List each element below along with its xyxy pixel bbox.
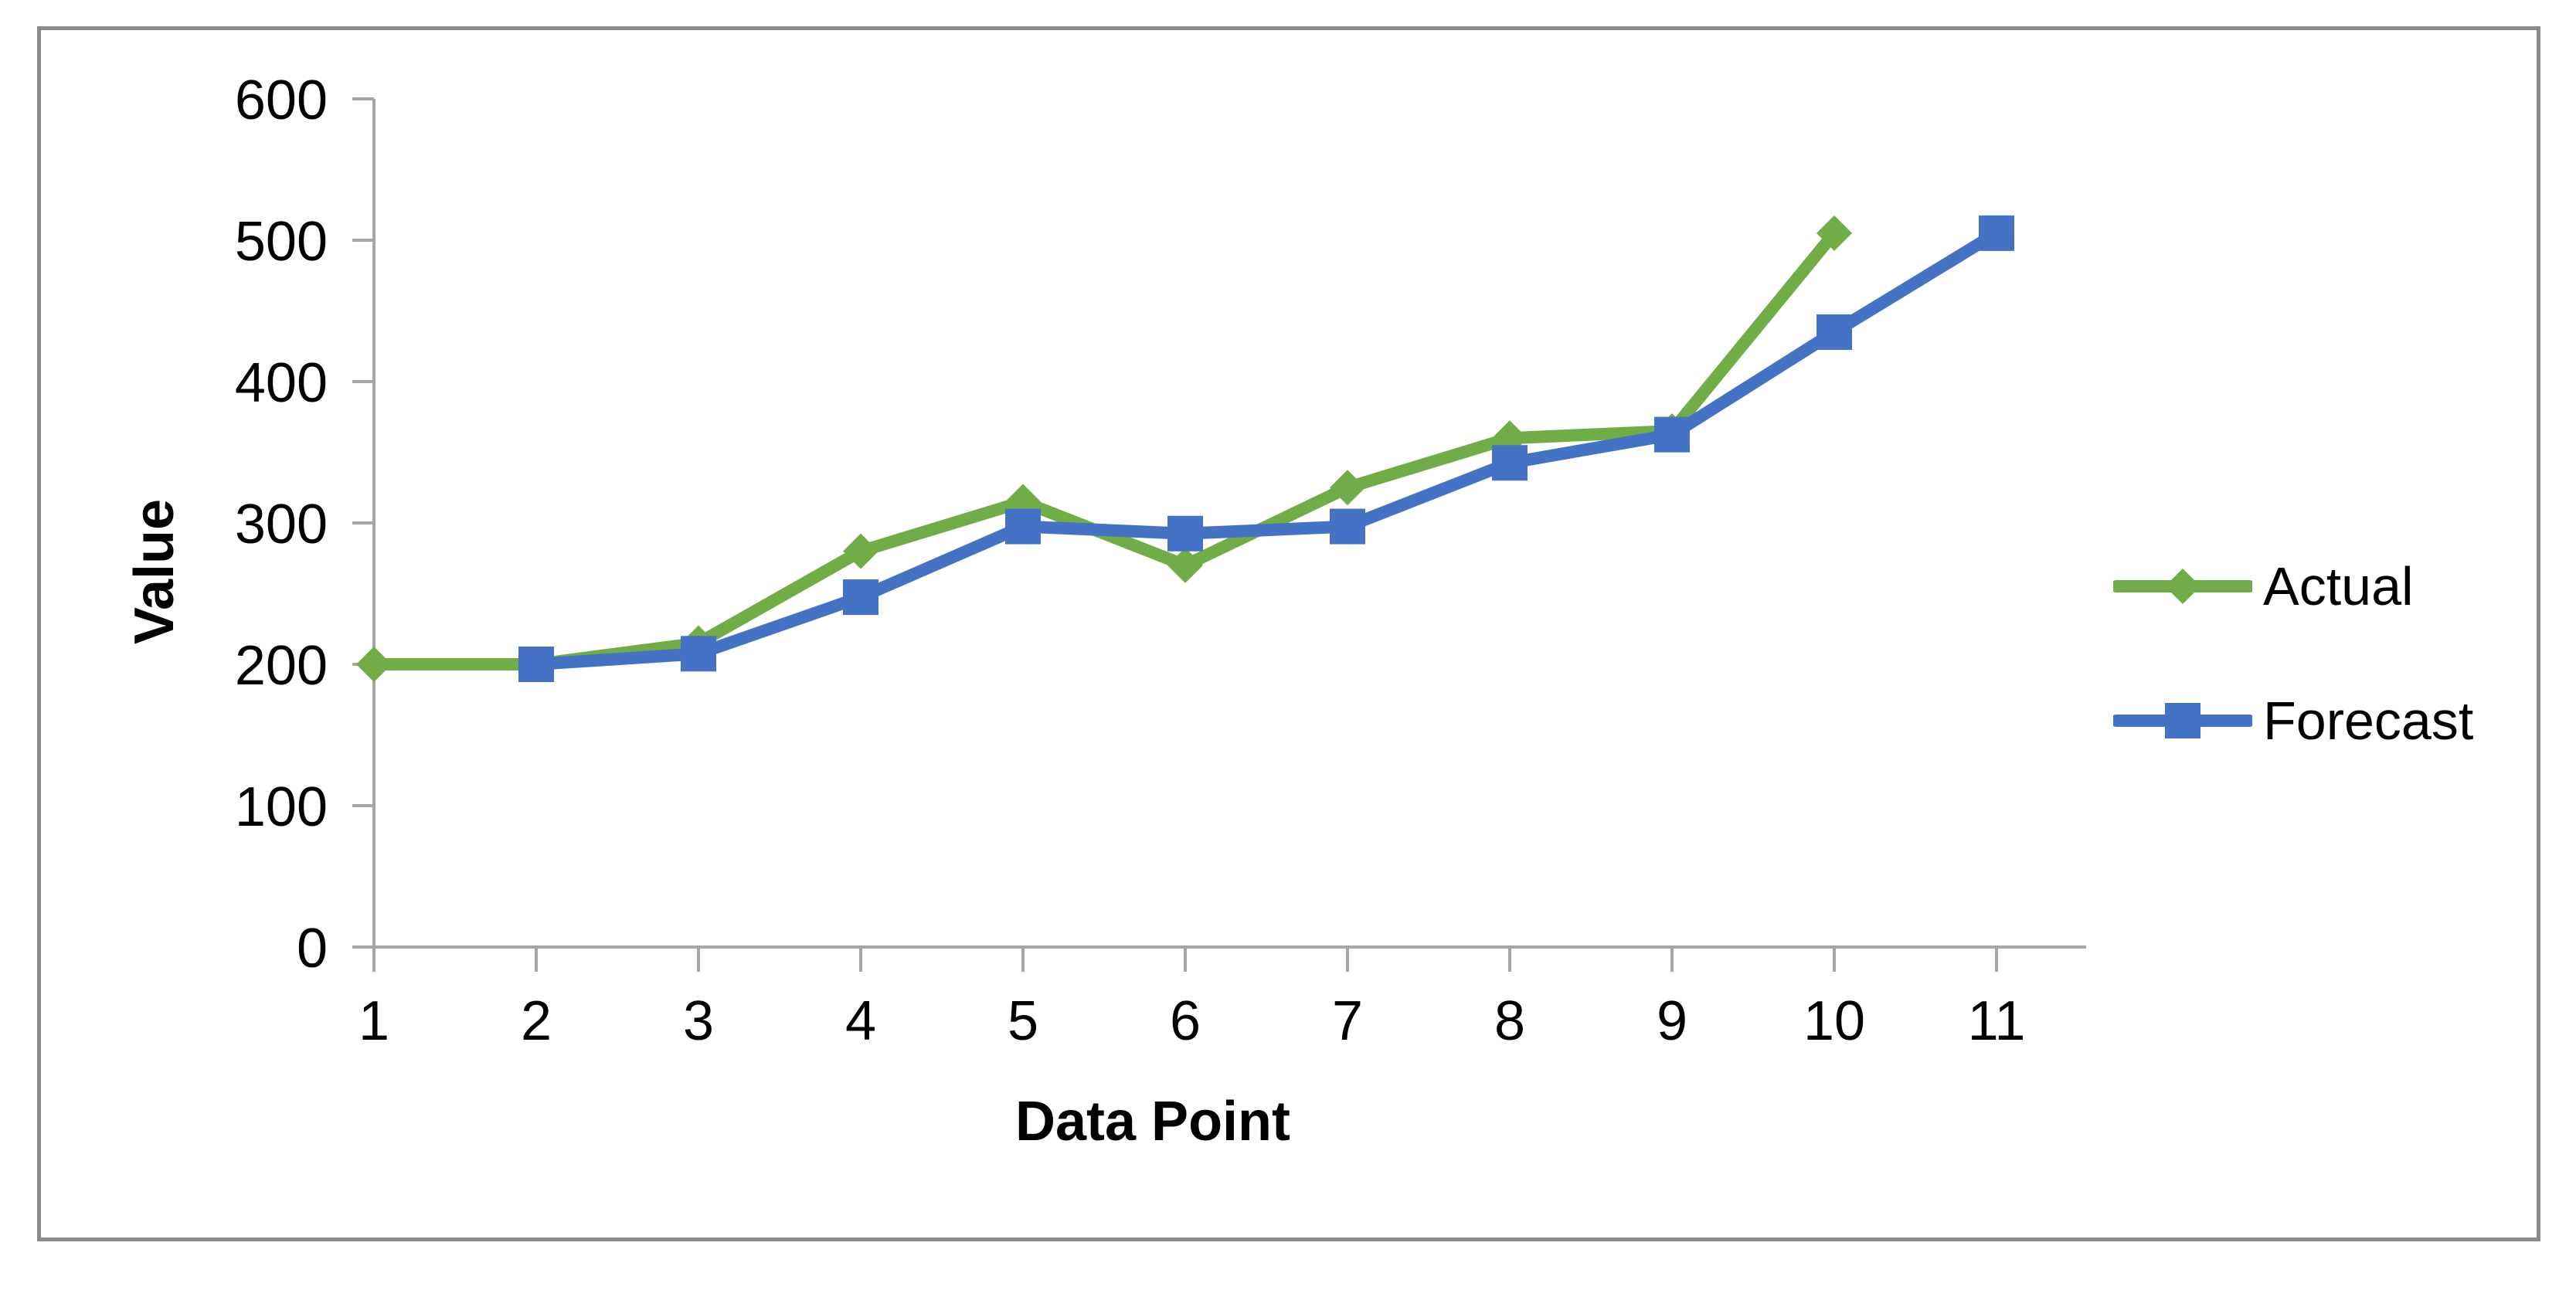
forecast-line	[530, 226, 2003, 670]
x-tick-label: 10	[1803, 990, 1865, 1052]
x-tick-label: 3	[683, 990, 714, 1052]
forecast-marker	[1492, 445, 1528, 481]
forecast-marker	[843, 579, 878, 616]
actual-series	[356, 215, 1852, 682]
forecast-marker	[1654, 416, 1690, 453]
y-tick-label: 300	[235, 494, 328, 555]
legend-label-actual: Actual	[2263, 556, 2414, 616]
y-tick-label: 600	[235, 70, 328, 131]
x-axis-title: Data Point	[1014, 1091, 1291, 1153]
diamond-marker-icon	[2165, 569, 2200, 604]
actual-marker	[1816, 215, 1852, 251]
x-tick-label: 9	[1657, 990, 1687, 1052]
x-tick-label: 6	[1170, 990, 1201, 1052]
y-axis-title: Value	[124, 498, 185, 645]
y-tick-label: 100	[235, 776, 328, 838]
x-tick-label: 8	[1494, 990, 1525, 1052]
actual-marker	[1330, 470, 1365, 506]
forecast-marker	[518, 647, 554, 682]
x-tick-label: 1	[359, 990, 389, 1052]
forecast-marker	[1167, 515, 1203, 552]
forecast-marker	[1005, 508, 1041, 545]
plot-frame-border	[37, 26, 2540, 1241]
y-tick-label: 200	[235, 635, 328, 697]
forecast-marker	[1330, 508, 1365, 545]
actual-marker	[843, 533, 878, 569]
x-tick-label: 5	[1008, 990, 1038, 1052]
y-tick-label: 500	[235, 211, 328, 273]
x-tick-label: 4	[845, 990, 876, 1052]
x-tick-label: 7	[1332, 990, 1363, 1052]
forecast-marker	[1816, 314, 1852, 350]
legend-item-actual: Actual	[2113, 558, 2414, 614]
y-tick-label: 400	[235, 352, 328, 414]
x-tick-label: 11	[1968, 990, 2026, 1052]
forecast-marker	[1979, 215, 2014, 251]
forecast-marker	[681, 636, 716, 672]
y-tick-label: 0	[297, 918, 328, 979]
actual-marker	[1167, 547, 1203, 583]
legend-item-forecast: Forecast	[2113, 693, 2473, 749]
actual-marker	[356, 647, 392, 682]
actual-series-swatch	[2113, 569, 2252, 604]
forecast-series-swatch	[2113, 703, 2252, 738]
x-tick-label: 2	[521, 990, 552, 1052]
square-marker-icon	[2165, 703, 2200, 738]
legend-label-forecast: Forecast	[2263, 691, 2474, 751]
forecast-series	[518, 215, 2014, 682]
